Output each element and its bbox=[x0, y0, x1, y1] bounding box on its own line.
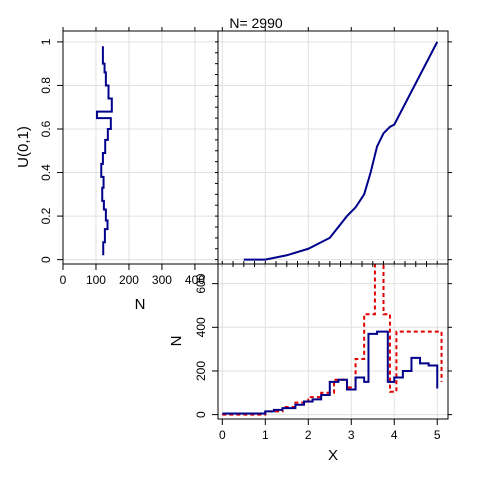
left-xtick-label-3: 300 bbox=[152, 273, 172, 287]
left-ytick-label-3: 0.6 bbox=[39, 120, 53, 137]
top-right-frame bbox=[217, 30, 449, 265]
bottom-right-xtick-label-3: 3 bbox=[348, 428, 355, 442]
bottom-right-ytick-label-2: 400 bbox=[194, 317, 208, 337]
bottom-right-xtick-label-5: 5 bbox=[434, 428, 441, 442]
top-right-ticks bbox=[221, 27, 452, 267]
left-ytick-label-2: 0.4 bbox=[39, 164, 53, 181]
bottom-right-ylabel: N bbox=[168, 336, 185, 347]
bottom-right-series-line-0 bbox=[222, 330, 439, 415]
left-ytick-label-4: 0.8 bbox=[39, 77, 53, 94]
bottom-right-grid bbox=[218, 264, 448, 419]
bottom-right-xtick-label-0: 0 bbox=[219, 428, 226, 442]
left-ytick-label-5: 1 bbox=[39, 38, 53, 45]
left-grid bbox=[62, 31, 218, 264]
top-right-grid bbox=[218, 31, 448, 264]
top-right-series-line-0 bbox=[243, 41, 439, 261]
left-series bbox=[95, 46, 113, 256]
bottom-right-xtick-label-4: 4 bbox=[391, 428, 398, 442]
left-ylabel: U(0,1) bbox=[15, 126, 32, 168]
bottom-right-xlabel: X bbox=[328, 447, 338, 464]
top-right-cdf-panel bbox=[217, 27, 452, 267]
left-ticks: 0 0.2 0.4 0.6 0.8 1 0 100 200 300 400 bbox=[39, 27, 218, 287]
bottom-right-ytick-label-1: 200 bbox=[194, 361, 208, 381]
left-ytick-label-1: 0.2 bbox=[39, 207, 53, 224]
left-series-line-0 bbox=[95, 46, 113, 256]
bottom-right-xtick-label-1: 1 bbox=[262, 428, 269, 442]
chart-title: N= 2990 bbox=[229, 15, 283, 31]
bottom-right-ticks: 0 200 400 600 0 1 2 3 4 5 bbox=[194, 273, 452, 442]
bottom-right-series bbox=[222, 264, 443, 416]
bottom-right-ytick-label-0: 0 bbox=[194, 411, 208, 418]
left-xlabel: N bbox=[135, 296, 146, 313]
left-xtick-label-0: 0 bbox=[60, 273, 67, 287]
bottom-right-xtick-label-2: 2 bbox=[305, 428, 312, 442]
left-xtick-label-2: 200 bbox=[119, 273, 139, 287]
left-xtick-label-4: 400 bbox=[185, 273, 205, 287]
left-xtick-label-1: 100 bbox=[86, 273, 106, 287]
bottom-right-series-line-1 bbox=[222, 264, 443, 416]
bottom-right-frame bbox=[217, 263, 449, 420]
top-right-series bbox=[243, 41, 439, 261]
left-ytick-label-0: 0 bbox=[39, 256, 53, 263]
bottom-right-ytick-label-3: 600 bbox=[194, 273, 208, 293]
left-marginal-panel: 0 0.2 0.4 0.6 0.8 1 0 100 200 300 400 N U(0,1) bbox=[15, 27, 219, 313]
